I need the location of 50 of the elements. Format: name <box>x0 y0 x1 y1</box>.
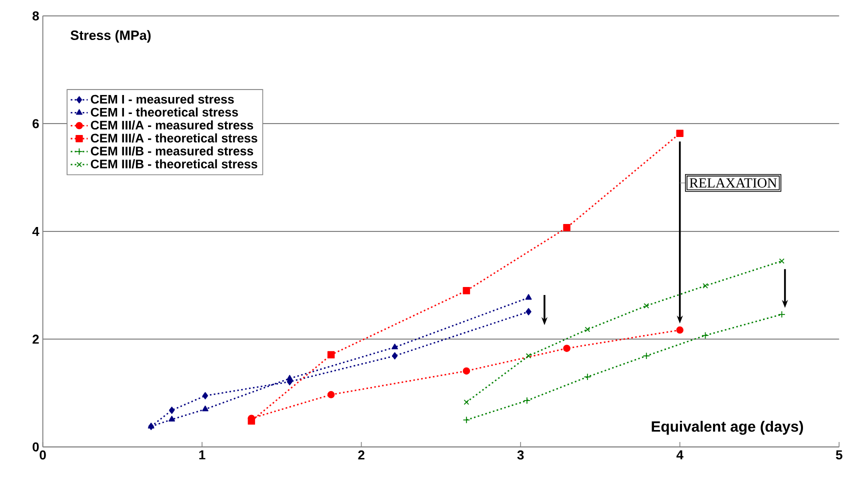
point <box>676 326 684 334</box>
point <box>778 310 786 318</box>
point <box>563 224 570 232</box>
y-tick-label: 4 <box>32 227 40 236</box>
point <box>168 416 176 422</box>
point <box>392 352 398 360</box>
point <box>327 391 335 398</box>
point <box>462 416 470 424</box>
legend-label: CEM III/B - theoretical stress <box>90 159 258 169</box>
point <box>523 397 531 404</box>
point <box>464 400 470 406</box>
y-tick-label: 6 <box>32 119 39 128</box>
x-tick-label: 5 <box>836 450 842 460</box>
x-tick-label: 1 <box>199 450 206 460</box>
point <box>702 332 709 340</box>
legend-label: CEM I - measured stress <box>90 94 234 104</box>
y-tick-label: 2 <box>32 334 39 344</box>
legend-label: CEM III/A - measured stress <box>90 120 254 130</box>
point <box>202 392 208 400</box>
point <box>202 406 208 412</box>
point <box>779 258 784 264</box>
point <box>526 353 532 359</box>
legend-label: CEM III/B - measured stress <box>90 146 254 156</box>
x-tick-label: 0 <box>40 450 46 460</box>
y-tick-label: 0 <box>32 442 39 452</box>
point <box>462 367 470 375</box>
point <box>642 352 650 360</box>
point <box>525 294 532 300</box>
x-tick-label: 2 <box>358 450 364 460</box>
y-axis-title: Stress (MPa) <box>70 30 151 43</box>
point <box>286 375 293 381</box>
point <box>526 308 532 316</box>
annotation: RELAXATION <box>690 178 777 188</box>
point <box>644 303 650 309</box>
point <box>392 344 398 350</box>
point <box>168 406 175 414</box>
x-tick-label: 3 <box>517 450 524 460</box>
point <box>702 283 708 289</box>
legend-label: CEM I - theoretical stress <box>90 108 238 117</box>
point <box>327 351 335 359</box>
x-axis-title: Equivalent age (days) <box>652 421 804 435</box>
x-tick-label: 4 <box>676 450 684 460</box>
y-tick-label: 8 <box>32 11 39 21</box>
point <box>462 287 470 294</box>
point <box>248 418 256 425</box>
point <box>563 344 570 352</box>
point <box>676 130 684 138</box>
point <box>584 373 592 381</box>
legend-label: CEM III/A - theoretical stress <box>90 134 258 143</box>
point <box>584 326 590 332</box>
